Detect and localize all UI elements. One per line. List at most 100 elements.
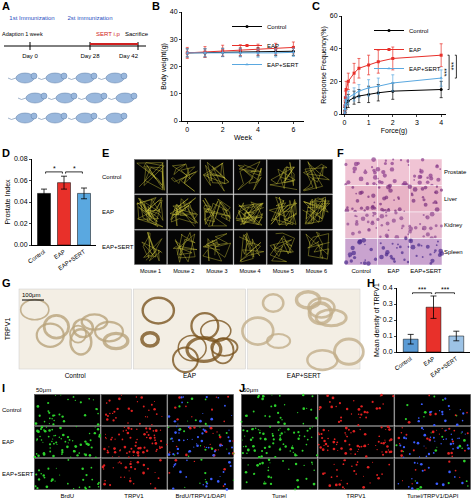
svg-text:Mean density of TRPV1: Mean density of TRPV1 bbox=[373, 283, 381, 357]
svg-text:Mouse 3: Mouse 3 bbox=[206, 268, 227, 274]
svg-text:Mouse 2: Mouse 2 bbox=[173, 268, 194, 274]
html-text:E: E bbox=[102, 147, 110, 159]
html-text:G: G bbox=[2, 277, 11, 289]
svg-text:EAP: EAP bbox=[423, 356, 436, 368]
svg-text:1st Immunization: 1st Immunization bbox=[9, 15, 54, 21]
svg-text:***: *** bbox=[418, 286, 426, 293]
html-text:A: A bbox=[2, 0, 10, 12]
svg-text:EAP+SERT: EAP+SERT bbox=[267, 62, 299, 68]
svg-text:EAP+SERT: EAP+SERT bbox=[102, 244, 134, 250]
svg-text:Control: Control bbox=[102, 174, 121, 180]
svg-text:20: 20 bbox=[330, 78, 338, 85]
svg-text:Adaption 1 week: Adaption 1 week bbox=[2, 31, 43, 37]
svg-text:EAP: EAP bbox=[2, 439, 14, 445]
svg-text:40: 40 bbox=[170, 8, 178, 15]
html-text:C: C bbox=[312, 0, 320, 12]
svg-text:0.02: 0.02 bbox=[14, 220, 28, 227]
svg-text:0: 0 bbox=[174, 117, 178, 124]
svg-text:0.2: 0.2 bbox=[383, 316, 393, 323]
svg-text:30: 30 bbox=[170, 36, 178, 43]
svg-text:2st immunization: 2st immunization bbox=[67, 15, 112, 21]
svg-text:Control: Control bbox=[27, 249, 46, 265]
svg-text:***: *** bbox=[441, 286, 449, 293]
svg-text:1: 1 bbox=[367, 119, 371, 126]
svg-text:EAP+SERT: EAP+SERT bbox=[429, 355, 458, 378]
svg-text:EAP+SERT: EAP+SERT bbox=[57, 248, 86, 271]
html-text:H: H bbox=[367, 277, 375, 289]
svg-text:50μm: 50μm bbox=[243, 387, 258, 393]
svg-text:Prostate Index: Prostate Index bbox=[4, 179, 11, 225]
svg-text:EAP: EAP bbox=[53, 249, 66, 261]
svg-text:3: 3 bbox=[415, 119, 419, 126]
svg-text:SERT i.p: SERT i.p bbox=[96, 31, 120, 37]
svg-text:0.0: 0.0 bbox=[383, 348, 393, 355]
html-text:F: F bbox=[337, 147, 344, 159]
svg-text:Day 0: Day 0 bbox=[22, 53, 38, 59]
svg-text:Week: Week bbox=[234, 134, 252, 141]
svg-text:0: 0 bbox=[334, 110, 338, 117]
svg-text:0.1: 0.1 bbox=[383, 332, 393, 339]
svg-text:EAP+SERT: EAP+SERT bbox=[287, 372, 321, 379]
svg-text:40: 40 bbox=[330, 45, 338, 52]
svg-text:Response Frequency(%): Response Frequency(%) bbox=[320, 26, 328, 103]
svg-text:*: * bbox=[53, 165, 56, 172]
svg-text:4: 4 bbox=[256, 126, 260, 133]
svg-text:EAP: EAP bbox=[102, 209, 114, 215]
svg-text:50μm: 50μm bbox=[36, 387, 51, 393]
html-text:D: D bbox=[2, 147, 10, 159]
svg-text:0.3: 0.3 bbox=[383, 300, 393, 307]
svg-text:2: 2 bbox=[221, 126, 225, 133]
svg-text:Control: Control bbox=[65, 372, 87, 379]
svg-text:Spleen: Spleen bbox=[444, 249, 463, 255]
svg-text:Tunel/TRPV1/DAPI: Tunel/TRPV1/DAPI bbox=[407, 493, 459, 499]
svg-text:Body weight(g): Body weight(g) bbox=[160, 43, 168, 90]
svg-text:Sacrifice: Sacrifice bbox=[125, 31, 149, 37]
svg-text:Control: Control bbox=[394, 356, 413, 372]
svg-text:***: *** bbox=[443, 68, 450, 76]
svg-text:2: 2 bbox=[391, 119, 395, 126]
svg-text:Day 28: Day 28 bbox=[80, 53, 100, 59]
svg-text:20: 20 bbox=[170, 63, 178, 70]
svg-text:100μm: 100μm bbox=[22, 292, 40, 298]
svg-text:EAP: EAP bbox=[387, 268, 399, 274]
svg-text:Mouse 4: Mouse 4 bbox=[240, 268, 261, 274]
svg-text:BrdU: BrdU bbox=[60, 493, 74, 499]
svg-text:4: 4 bbox=[439, 119, 443, 126]
svg-text:Control: Control bbox=[409, 28, 428, 34]
svg-text:TRPV1: TRPV1 bbox=[346, 493, 366, 499]
svg-text:Control: Control bbox=[2, 407, 21, 413]
svg-text:Control: Control bbox=[351, 268, 370, 274]
svg-text:Mouse 6: Mouse 6 bbox=[306, 268, 327, 274]
svg-text:TRPV1: TRPV1 bbox=[124, 493, 144, 499]
svg-text:Force(g): Force(g) bbox=[381, 127, 407, 135]
svg-text:10: 10 bbox=[170, 90, 178, 97]
svg-text:Prostate: Prostate bbox=[444, 169, 467, 175]
svg-text:***: *** bbox=[450, 62, 457, 70]
svg-text:0.00: 0.00 bbox=[14, 241, 28, 248]
svg-text:Mouse 1: Mouse 1 bbox=[140, 268, 161, 274]
svg-text:EAP+SERT: EAP+SERT bbox=[2, 471, 34, 477]
svg-text:EAP+SERT: EAP+SERT bbox=[410, 268, 442, 274]
svg-text:Tunel: Tunel bbox=[272, 493, 287, 499]
svg-text:EAP: EAP bbox=[267, 43, 279, 49]
svg-text:BrdU/TRPV1/DAPI: BrdU/TRPV1/DAPI bbox=[175, 493, 226, 499]
svg-text:EAP: EAP bbox=[409, 47, 421, 53]
svg-text:EAP: EAP bbox=[183, 372, 196, 379]
svg-text:Kidney: Kidney bbox=[444, 222, 462, 228]
html-text:B: B bbox=[152, 0, 160, 12]
svg-text:6: 6 bbox=[291, 126, 295, 133]
svg-text:0.08: 0.08 bbox=[14, 155, 28, 162]
svg-text:TRPV1: TRPV1 bbox=[4, 318, 11, 341]
svg-text:0.04: 0.04 bbox=[14, 198, 28, 205]
svg-text:*: * bbox=[73, 165, 76, 172]
svg-text:0.4: 0.4 bbox=[383, 284, 393, 291]
svg-text:Day 42: Day 42 bbox=[119, 53, 139, 59]
svg-text:Liver: Liver bbox=[444, 196, 457, 202]
svg-text:EAP+SERT: EAP+SERT bbox=[409, 66, 441, 72]
svg-text:0.06: 0.06 bbox=[14, 177, 28, 184]
svg-text:Mouse 5: Mouse 5 bbox=[273, 268, 294, 274]
svg-text:0: 0 bbox=[342, 119, 346, 126]
svg-text:Control: Control bbox=[267, 24, 286, 30]
svg-text:60: 60 bbox=[330, 12, 338, 19]
svg-text:0: 0 bbox=[185, 126, 189, 133]
